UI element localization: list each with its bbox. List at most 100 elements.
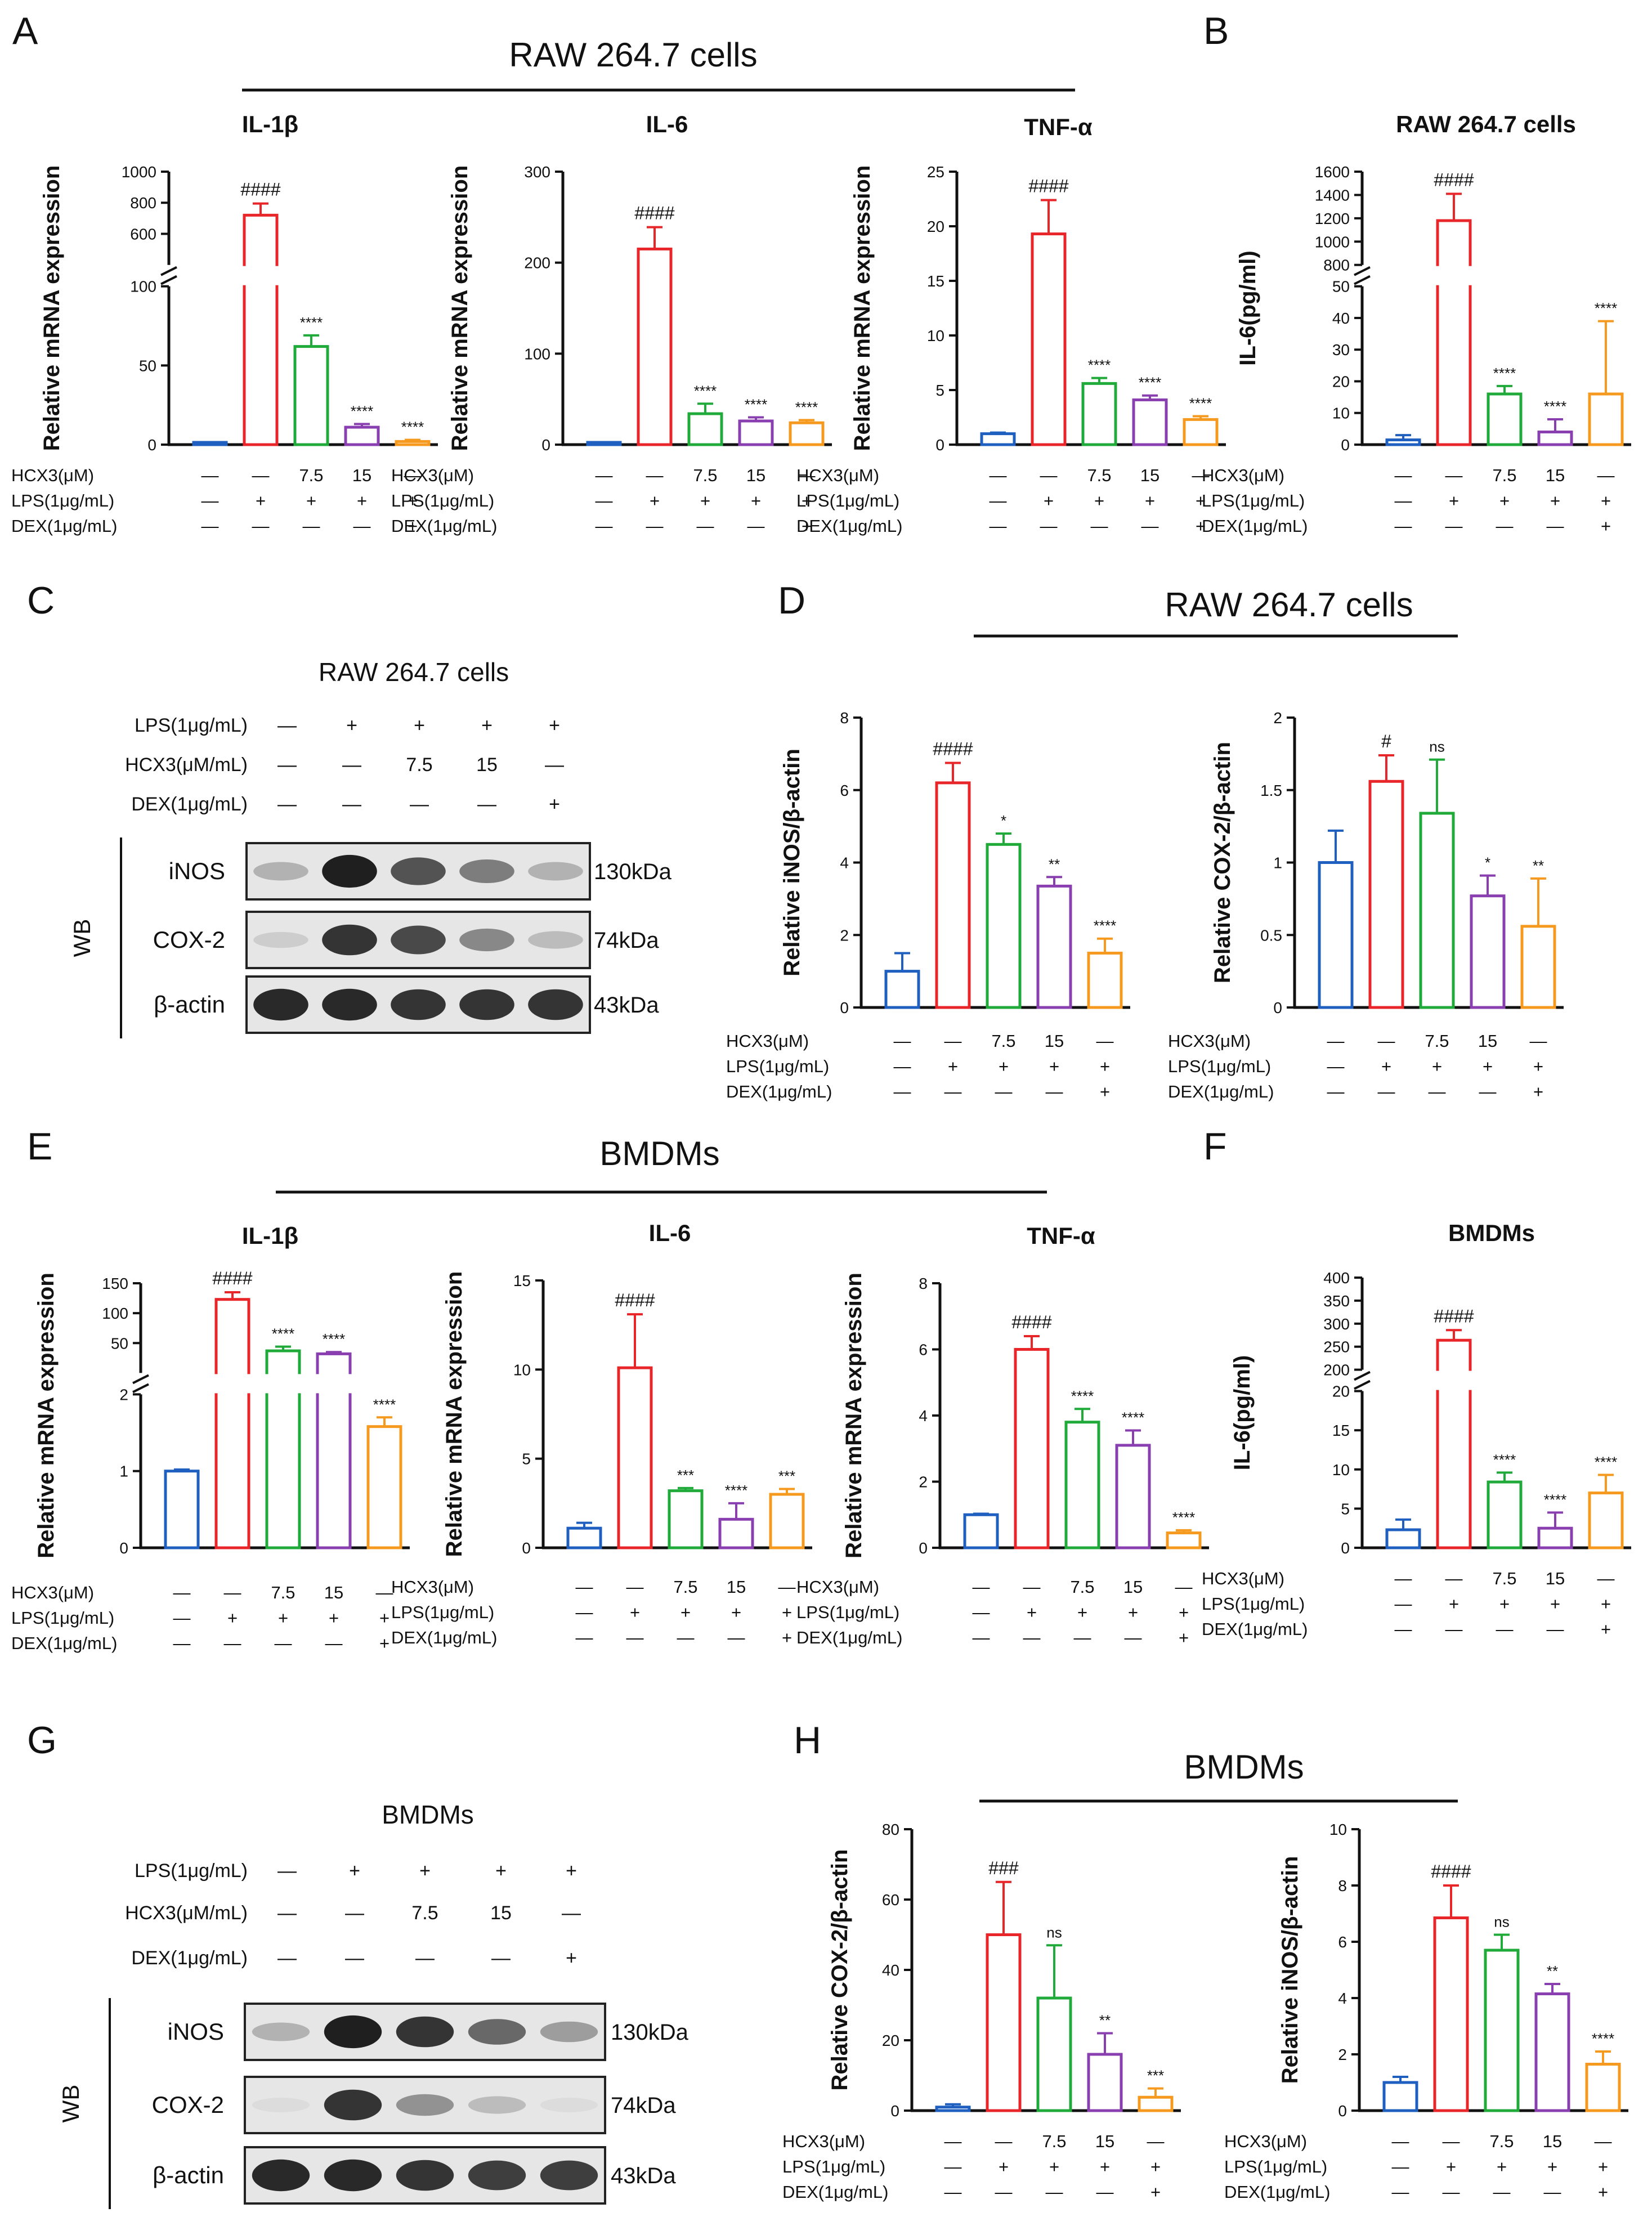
treatment-label: HCX3(μM) [726, 1031, 809, 1051]
treatment-label: DEX(1μg/mL) [1202, 1619, 1308, 1639]
blot-band [459, 859, 514, 883]
chart-title: TNF-α [1024, 114, 1093, 140]
treatment-value: — [224, 1633, 241, 1653]
y-tick-label: 4 [1338, 1990, 1347, 2007]
y-tick-label: 0 [541, 436, 550, 454]
treatment-value: + [1601, 1594, 1611, 1614]
significance-label: **** [1595, 300, 1617, 317]
panel-letter-b: B [1203, 10, 1229, 52]
treatment-value: — [995, 2182, 1013, 2202]
bar [963, 1513, 999, 1549]
blot-band [322, 924, 377, 956]
panel-letter-a: A [12, 10, 38, 52]
bar-break-gap [242, 266, 279, 285]
charts-layer: 0501006008001000####************IL-1βRel… [11, 111, 1631, 2202]
treatment-value: + [681, 1602, 691, 1622]
blot-band [324, 2159, 382, 2192]
treatment-value: 7.5 [1425, 1031, 1449, 1051]
treatment-value: + [751, 491, 761, 510]
bar [617, 1366, 653, 1549]
blot-size-label: 43kDa [594, 993, 659, 1018]
blot-treatment-label: DEX(1μg/mL) [131, 794, 248, 815]
bar [192, 441, 228, 446]
bar [935, 2106, 971, 2112]
bar [1115, 1444, 1151, 1549]
significance-label: *** [677, 1467, 694, 1484]
blot-protein-label: COX-2 [153, 926, 225, 953]
treatment-value: — [325, 1633, 343, 1653]
y-tick-label: 0 [890, 2102, 899, 2120]
treatment-value: — [1595, 2131, 1612, 2151]
treatment-label: DEX(1μg/mL) [11, 516, 117, 536]
treatment-value: + [1150, 2182, 1161, 2202]
treatment-value: — [1597, 1569, 1615, 1588]
treatment-value: — [1392, 2157, 1409, 2176]
significance-label: #### [240, 180, 280, 200]
treatment-label: HCX3(μM) [1202, 465, 1284, 485]
treatment-label: LPS(1μg/mL) [1202, 1594, 1305, 1614]
y-axis-label: Relative mRNA expression [850, 165, 875, 451]
bar [637, 247, 673, 446]
treatment-value: + [1449, 491, 1459, 510]
bar-break-gap [315, 1374, 352, 1394]
blot-band [391, 989, 446, 1020]
treatment-value: — [1395, 1569, 1412, 1588]
treatment-value: — [1141, 516, 1159, 536]
treatment-value: + [227, 1608, 238, 1628]
y-tick-label: 15 [1332, 1422, 1350, 1439]
significance-label: ns [1046, 1924, 1062, 1941]
blot-band [391, 857, 446, 885]
treatment-label: DEX(1μg/mL) [796, 516, 902, 536]
treatment-value: — [990, 516, 1007, 536]
chart-title: RAW 264.7 cells [1396, 111, 1576, 137]
y-axis-label: Relative iNOS/β-actin [1278, 1856, 1302, 2084]
treatment-value: 15 [1095, 2131, 1114, 2151]
significance-label: ** [1547, 1963, 1558, 1979]
bar [1588, 392, 1624, 446]
blot-protein-label: β-actin [154, 991, 225, 1018]
y-axis-label: Relative mRNA expression [447, 165, 472, 451]
blot-treatment-value: — [342, 794, 361, 815]
treatment-value: + [1049, 2157, 1059, 2176]
section-title-raw-a: RAW 264.7 cells [509, 36, 757, 74]
axis-break-mark [1354, 275, 1371, 285]
treatment-value: 7.5 [1042, 2131, 1066, 2151]
treatment-value: + [1598, 2157, 1608, 2176]
blot-treatment-value: — [477, 794, 496, 815]
significance-label: ** [1533, 857, 1544, 874]
y-tick-label: 4 [919, 1407, 928, 1425]
treatment-value: + [306, 491, 316, 510]
treatment-value: + [1533, 1082, 1543, 1101]
significance-label: #### [1434, 169, 1474, 190]
treatment-label: HCX3(μM) [1224, 2131, 1307, 2151]
y-tick-label: 5 [1341, 1500, 1350, 1517]
significance-label: ** [1049, 856, 1060, 872]
y-tick-label: 40 [1332, 310, 1350, 327]
y-tick-label: 6 [919, 1341, 928, 1359]
y-tick-label: 10 [927, 327, 944, 344]
bar [1585, 2063, 1621, 2112]
significance-label: #### [615, 1290, 655, 1310]
treatment-value: 15 [1140, 465, 1159, 485]
treatment-value: — [697, 516, 714, 536]
treatment-value: — [1023, 1628, 1041, 1647]
treatment-value: — [596, 465, 613, 485]
significance-label: **** [1139, 374, 1161, 391]
treatment-value: + [1497, 2157, 1507, 2176]
y-axis-label: Relative mRNA expression [841, 1273, 866, 1558]
bar-break-gap [214, 1374, 251, 1394]
y-axis-label: Relative mRNA expression [34, 1273, 59, 1558]
y-tick-label: 10 [1332, 1461, 1350, 1479]
blot-title: RAW 264.7 cells [319, 657, 509, 687]
significance-label: **** [1094, 917, 1116, 934]
y-tick-label: 800 [130, 194, 156, 212]
blot-protein-label: iNOS [169, 858, 225, 884]
treatment-value: — [1445, 1569, 1463, 1588]
treatment-label: LPS(1μg/mL) [1202, 491, 1305, 510]
significance-label: * [1485, 854, 1490, 871]
treatment-value: — [1378, 1031, 1395, 1051]
blot-treatment-value: — [342, 754, 361, 776]
blot-treatment-value: — [277, 1947, 297, 1969]
blot-band [324, 2015, 382, 2049]
